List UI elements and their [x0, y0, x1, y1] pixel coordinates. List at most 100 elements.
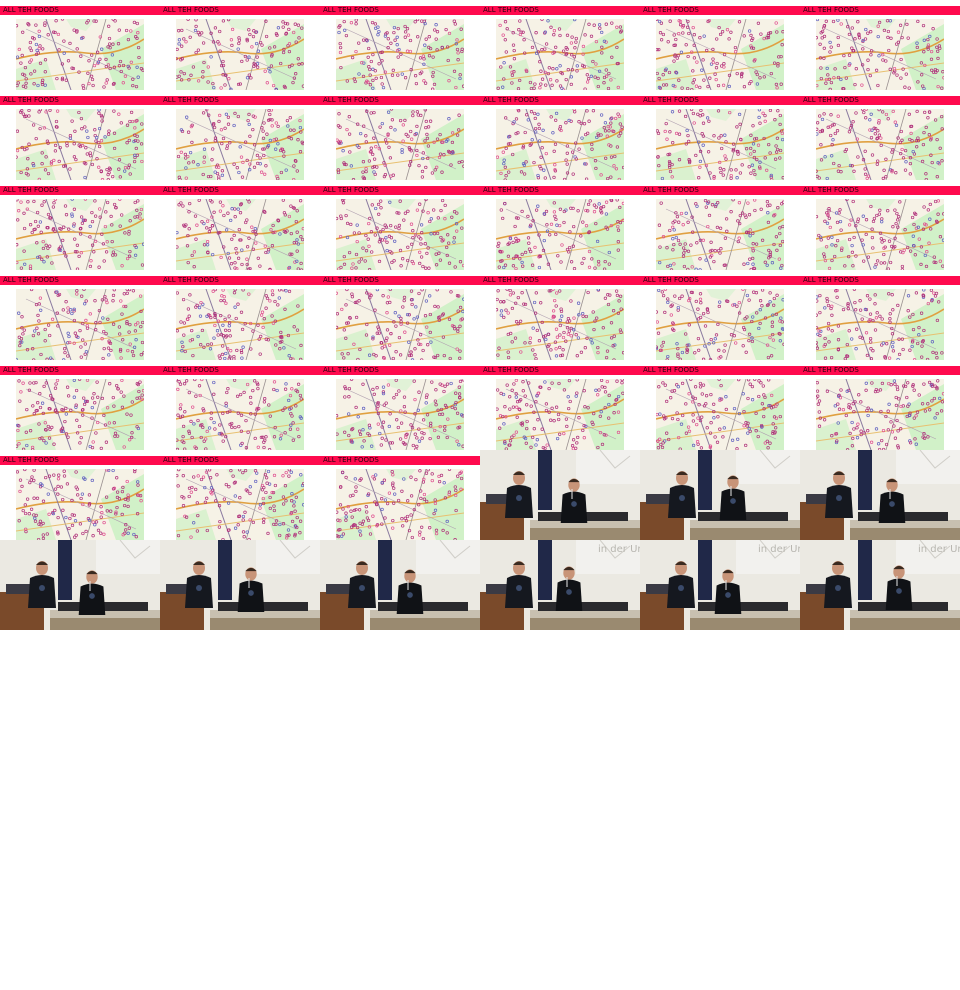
slide-title-text: ALL TEH FOODS — [3, 456, 59, 464]
slide-thumbnail[interactable]: ALL TEH FOODS — [160, 180, 320, 270]
slide-thumbnail[interactable]: ALL TEH FOODS — [640, 180, 800, 270]
slide-title-banner: ALL TEH FOODS — [160, 276, 320, 285]
slide-thumbnail[interactable]: ALL TEH FOODS — [800, 360, 960, 450]
map-image — [176, 199, 304, 270]
slide-title-text: ALL TEH FOODS — [803, 6, 859, 14]
map-image — [336, 19, 464, 90]
map-image — [336, 289, 464, 360]
slide-title-text: ALL TEH FOODS — [803, 186, 859, 194]
video-frame-thumbnail[interactable] — [480, 450, 640, 540]
slide-title-text: ALL TEH FOODS — [483, 186, 539, 194]
slide-thumbnail[interactable]: ALL TEH FOODS — [800, 180, 960, 270]
slide-title-text: ALL TEH FOODS — [323, 456, 379, 464]
slide-title-text: ALL TEH FOODS — [643, 186, 699, 194]
video-frame-thumbnail[interactable] — [800, 540, 960, 630]
slide-thumbnail[interactable]: ALL TEH FOODS — [0, 360, 160, 450]
slide-thumbnail[interactable]: ALL TEH FOODS — [160, 90, 320, 180]
video-frame-thumbnail[interactable] — [160, 540, 320, 630]
slide-title-banner: ALL TEH FOODS — [640, 96, 800, 105]
map-image — [656, 19, 784, 90]
map-image — [496, 109, 624, 180]
video-frame-thumbnail[interactable] — [640, 450, 800, 540]
slide-thumbnail[interactable]: ALL TEH FOODS — [160, 360, 320, 450]
slide-thumbnail[interactable]: ALL TEH FOODS — [0, 90, 160, 180]
slide-title-banner: ALL TEH FOODS — [320, 186, 480, 195]
slide-title-banner: ALL TEH FOODS — [640, 6, 800, 15]
slide-title-banner: ALL TEH FOODS — [800, 186, 960, 195]
video-frame-thumbnail[interactable] — [480, 540, 640, 630]
map-image — [656, 289, 784, 360]
slide-title-banner: ALL TEH FOODS — [800, 96, 960, 105]
map-image — [176, 469, 304, 540]
slide-thumbnail[interactable]: ALL TEH FOODS — [0, 270, 160, 360]
slide-thumbnail[interactable]: ALL TEH FOODS — [480, 270, 640, 360]
slide-title-banner: ALL TEH FOODS — [800, 366, 960, 375]
map-image — [16, 289, 144, 360]
slide-title-text: ALL TEH FOODS — [163, 456, 219, 464]
slide-title-banner: ALL TEH FOODS — [0, 6, 160, 15]
map-image — [176, 109, 304, 180]
slide-title-text: ALL TEH FOODS — [323, 276, 379, 284]
slide-thumbnail[interactable]: ALL TEH FOODS — [160, 450, 320, 540]
slide-thumbnail[interactable]: ALL TEH FOODS — [320, 180, 480, 270]
slide-thumbnail[interactable]: ALL TEH FOODS — [480, 180, 640, 270]
slide-title-banner: ALL TEH FOODS — [0, 366, 160, 375]
slide-thumbnail[interactable]: ALL TEH FOODS — [800, 90, 960, 180]
slide-title-banner: ALL TEH FOODS — [160, 456, 320, 465]
slide-title-text: ALL TEH FOODS — [323, 186, 379, 194]
slide-thumbnail[interactable]: ALL TEH FOODS — [0, 450, 160, 540]
slide-thumbnail[interactable]: ALL TEH FOODS — [480, 360, 640, 450]
slide-thumbnail[interactable]: ALL TEH FOODS — [480, 90, 640, 180]
slide-thumbnail[interactable]: ALL TEH FOODS — [480, 0, 640, 90]
slide-title-banner: ALL TEH FOODS — [0, 276, 160, 285]
slide-thumbnail[interactable]: ALL TEH FOODS — [320, 270, 480, 360]
slide-title-banner: ALL TEH FOODS — [0, 456, 160, 465]
slide-title-text: ALL TEH FOODS — [803, 366, 859, 374]
slide-title-banner: ALL TEH FOODS — [480, 276, 640, 285]
slide-title-text: ALL TEH FOODS — [323, 366, 379, 374]
map-image — [656, 109, 784, 180]
slide-thumbnail[interactable]: ALL TEH FOODS — [800, 270, 960, 360]
slide-title-text: ALL TEH FOODS — [483, 366, 539, 374]
slide-thumbnail[interactable]: ALL TEH FOODS — [320, 450, 480, 540]
slide-title-banner: ALL TEH FOODS — [800, 6, 960, 15]
map-image — [816, 289, 944, 360]
map-image — [656, 199, 784, 270]
map-image — [816, 109, 944, 180]
map-image — [176, 19, 304, 90]
map-image — [336, 379, 464, 450]
slide-title-text: ALL TEH FOODS — [643, 96, 699, 104]
slide-title-text: ALL TEH FOODS — [483, 6, 539, 14]
map-image — [816, 199, 944, 270]
slide-thumbnail[interactable]: ALL TEH FOODS — [160, 270, 320, 360]
slide-title-text: ALL TEH FOODS — [163, 96, 219, 104]
video-frame-thumbnail[interactable] — [640, 540, 800, 630]
slide-title-banner: ALL TEH FOODS — [320, 6, 480, 15]
map-image — [16, 469, 144, 540]
slide-title-text: ALL TEH FOODS — [163, 366, 219, 374]
slide-thumbnail[interactable]: ALL TEH FOODS — [640, 0, 800, 90]
slide-thumbnail[interactable]: ALL TEH FOODS — [640, 270, 800, 360]
video-frame-thumbnail[interactable] — [320, 540, 480, 630]
slide-thumbnail[interactable]: ALL TEH FOODS — [800, 0, 960, 90]
slide-title-text: ALL TEH FOODS — [3, 276, 59, 284]
slide-thumbnail[interactable]: ALL TEH FOODS — [640, 90, 800, 180]
slide-title-text: ALL TEH FOODS — [3, 96, 59, 104]
map-image — [336, 199, 464, 270]
map-image — [496, 379, 624, 450]
slide-title-banner: ALL TEH FOODS — [480, 6, 640, 15]
video-frame-thumbnail[interactable] — [0, 540, 160, 630]
slide-thumbnail[interactable]: ALL TEH FOODS — [320, 0, 480, 90]
slide-thumbnail[interactable]: ALL TEH FOODS — [0, 180, 160, 270]
map-image — [16, 199, 144, 270]
slide-thumbnail[interactable]: ALL TEH FOODS — [320, 90, 480, 180]
slide-thumbnail[interactable]: ALL TEH FOODS — [0, 0, 160, 90]
slide-title-text: ALL TEH FOODS — [643, 366, 699, 374]
slide-thumbnail[interactable]: ALL TEH FOODS — [320, 360, 480, 450]
video-frame-thumbnail[interactable] — [800, 450, 960, 540]
slide-title-banner: ALL TEH FOODS — [320, 276, 480, 285]
slide-title-banner: ALL TEH FOODS — [320, 96, 480, 105]
slide-thumbnail[interactable]: ALL TEH FOODS — [160, 0, 320, 90]
slide-thumbnail[interactable]: ALL TEH FOODS — [640, 360, 800, 450]
